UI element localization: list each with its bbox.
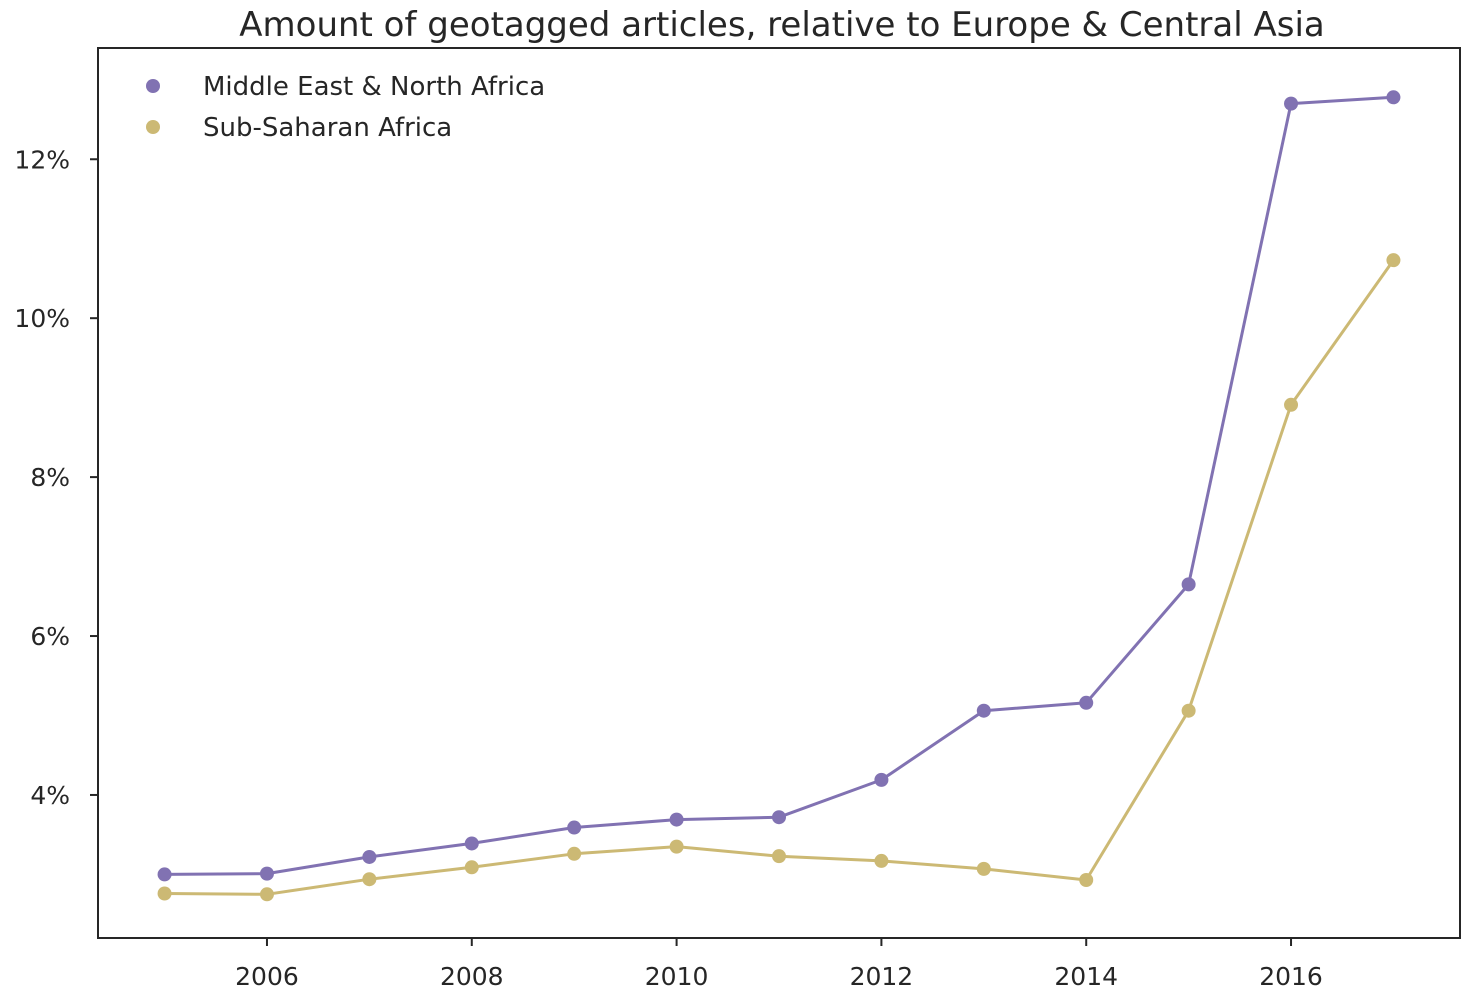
- data-point: [976, 703, 991, 718]
- data-point: [362, 849, 377, 864]
- legend: Middle East & North Africa Sub-Saharan Af…: [146, 72, 545, 143]
- data-point: [1386, 90, 1401, 105]
- series-line: [164, 95, 1394, 876]
- legend-item: Sub-Saharan Africa: [146, 113, 452, 143]
- legend-marker: [146, 79, 160, 93]
- data-point: [1079, 872, 1094, 887]
- data-point: [157, 867, 172, 882]
- data-point: [772, 849, 786, 864]
- data-point: [259, 866, 274, 881]
- data-point: [362, 872, 377, 887]
- data-point: [464, 860, 479, 875]
- y-tick-label: 6%: [30, 622, 70, 651]
- series-layer: [157, 90, 1401, 902]
- y-tick-label: 12%: [14, 145, 70, 174]
- x-tick-label: 2008: [440, 962, 504, 991]
- data-point: [1284, 96, 1299, 111]
- data-point: [1181, 577, 1196, 592]
- data-point: [669, 812, 684, 827]
- data-point: [464, 836, 479, 851]
- series-1: [157, 90, 1401, 882]
- data-point: [874, 772, 889, 787]
- x-tick-label: 2010: [645, 962, 709, 991]
- y-tick-label: 4%: [30, 781, 70, 810]
- legend-label: Middle East & North Africa: [203, 72, 545, 102]
- x-tick-label: 2014: [1054, 962, 1118, 991]
- data-point: [976, 861, 991, 876]
- legend-label: Sub-Saharan Africa: [203, 113, 452, 143]
- series-2: [157, 253, 1401, 902]
- chart-title: Amount of geotagged articles, relative t…: [239, 5, 1324, 45]
- axes: 2006 2008 2010 2012 2014 2016 4% 6% 8% 10% 12%: [14, 47, 1461, 991]
- data-point: [1284, 397, 1299, 412]
- data-point: [669, 839, 684, 854]
- plot-frame: [97, 47, 1461, 939]
- y-tick-label: 10%: [14, 304, 70, 333]
- data-point: [1386, 253, 1401, 268]
- data-point: [1079, 695, 1094, 710]
- data-point: [567, 846, 582, 861]
- data-point: [1181, 703, 1196, 718]
- data-point: [157, 886, 172, 901]
- y-tick-label: 8%: [30, 463, 70, 492]
- legend-item: Middle East & North Africa: [146, 72, 545, 102]
- x-tick-label: 2012: [850, 962, 914, 991]
- data-point: [259, 887, 274, 902]
- legend-marker: [146, 120, 160, 134]
- x-tick-label: 2006: [235, 962, 299, 991]
- data-point: [772, 810, 786, 825]
- data-point: [874, 853, 889, 868]
- data-point: [567, 820, 582, 835]
- series-line: [164, 259, 1395, 896]
- x-tick-label: 2016: [1259, 962, 1323, 991]
